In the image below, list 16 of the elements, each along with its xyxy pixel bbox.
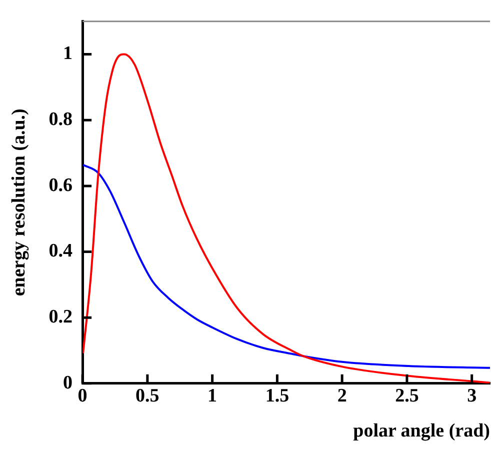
y-tick-label: 0 <box>63 372 73 394</box>
x-axis-title: polar angle (rad) <box>353 420 490 442</box>
y-tick-label: 0.8 <box>48 109 73 130</box>
x-tick-label: 1 <box>208 386 218 407</box>
x-tick-label: 0.5 <box>136 386 160 407</box>
x-tick-label: 2.5 <box>395 386 419 407</box>
x-tick-label: 2 <box>337 386 347 407</box>
y-tick-label: 0.2 <box>48 306 73 328</box>
y-axis-title: energy resolution (a.u.) <box>8 108 30 296</box>
y-tick-label: 0.4 <box>48 240 74 262</box>
y-tick-label: 1 <box>63 43 73 64</box>
x-tick-label: 3 <box>467 386 477 407</box>
x-tick-label: 0 <box>78 386 88 407</box>
x-tick-label: 1.5 <box>265 386 290 407</box>
y-tick-label: 0.6 <box>48 174 73 196</box>
line-series <box>82 164 490 369</box>
